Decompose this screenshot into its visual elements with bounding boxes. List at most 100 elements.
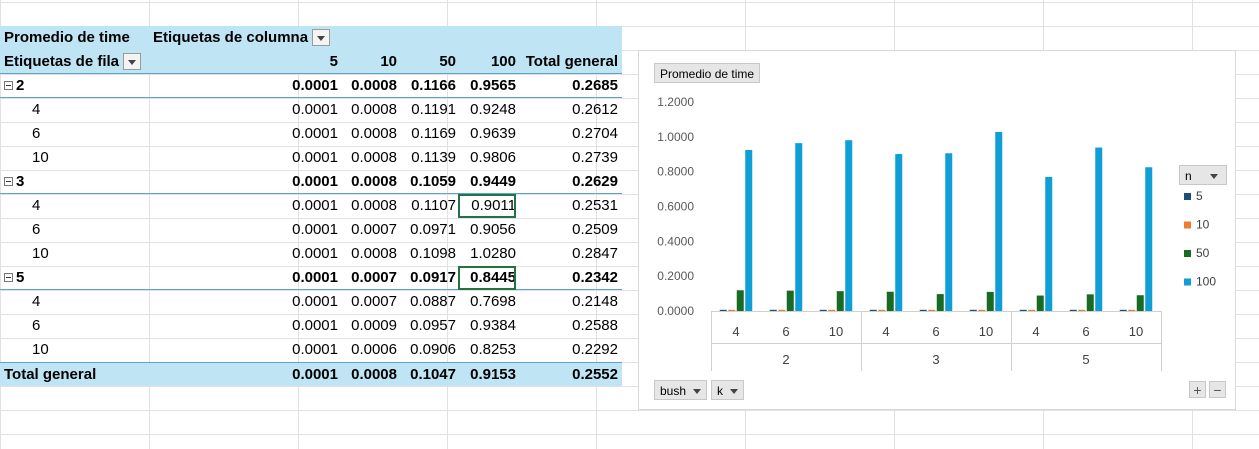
- value-cell-v10[interactable]: 0.0006: [351, 341, 397, 358]
- column-labels-field[interactable]: Etiquetas de columna: [153, 26, 331, 50]
- value-cell-v50[interactable]: 0.1059: [410, 173, 456, 190]
- value-cell-v100[interactable]: 0.9806: [470, 149, 516, 166]
- collapse-minus-icon[interactable]: [4, 80, 13, 90]
- value-cell-v5[interactable]: 0.0001: [292, 77, 338, 94]
- total-cell-5[interactable]: 0.0001: [292, 366, 338, 383]
- pivot-group-row[interactable]: 2 0.0001 0.0008 0.1166 0.9565 0.2685: [0, 74, 622, 98]
- values-field-label[interactable]: Promedio de time: [4, 29, 130, 46]
- value-cell-v50[interactable]: 0.0971: [410, 221, 456, 238]
- value-cell-total[interactable]: 0.2685: [572, 77, 618, 94]
- value-cell-v50[interactable]: 0.0957: [410, 317, 456, 334]
- value-cell-total[interactable]: 0.2629: [572, 173, 618, 190]
- value-cell-v50[interactable]: 0.0887: [410, 293, 456, 310]
- row-label[interactable]: 6: [32, 314, 40, 338]
- pivot-sub-row[interactable]: 10 0.0001 0.0008 0.1098 1.0280 0.2847: [0, 242, 622, 266]
- row-label[interactable]: 10: [32, 338, 49, 362]
- value-cell-v100[interactable]: 0.8253: [470, 341, 516, 358]
- row-label[interactable]: 10: [32, 242, 49, 266]
- axis-field-button-k[interactable]: k: [711, 380, 744, 400]
- value-cell-v100[interactable]: 1.0280: [470, 245, 516, 262]
- value-cell-v10[interactable]: 0.0009: [351, 317, 397, 334]
- value-cell-v5[interactable]: 0.0001: [292, 245, 338, 262]
- value-cell-v100[interactable]: 0.9056: [470, 221, 516, 238]
- value-cell-v5[interactable]: 0.0001: [292, 173, 338, 190]
- value-cell-v10[interactable]: 0.0008: [351, 125, 397, 142]
- total-cell-50[interactable]: 0.1047: [410, 366, 456, 383]
- value-cell-v10[interactable]: 0.0007: [351, 293, 397, 310]
- row-label[interactable]: 5: [4, 266, 24, 290]
- value-cell-total[interactable]: 0.2509: [572, 221, 618, 238]
- column-header-total[interactable]: Total general: [525, 53, 618, 70]
- pivot-sub-row[interactable]: 6 0.0001 0.0007 0.0971 0.9056 0.2509: [0, 218, 622, 242]
- value-cell-v100[interactable]: 0.9384: [470, 317, 516, 334]
- value-cell-v5[interactable]: 0.0001: [292, 269, 338, 286]
- pivot-group-row[interactable]: 3 0.0001 0.0008 0.1059 0.9449 0.2629: [0, 170, 622, 194]
- row-label[interactable]: 4: [32, 290, 40, 314]
- pivot-total-row[interactable]: Total general 0.0001 0.0008 0.1047 0.915…: [0, 362, 622, 386]
- value-cell-total[interactable]: 0.2612: [572, 101, 618, 118]
- pivot-sub-row[interactable]: 4 0.0001 0.0008 0.1191 0.9248 0.2612: [0, 98, 622, 122]
- row-label[interactable]: 6: [32, 218, 40, 242]
- collapse-minus-icon[interactable]: [4, 272, 13, 282]
- value-cell-v10[interactable]: 0.0008: [351, 77, 397, 94]
- value-cell-v10[interactable]: 0.0008: [351, 149, 397, 166]
- pivot-group-row[interactable]: 5 0.0001 0.0007 0.0917 0.8445 0.2342: [0, 266, 622, 290]
- value-cell-v5[interactable]: 0.0001: [292, 341, 338, 358]
- pivot-sub-row[interactable]: 10 0.0001 0.0006 0.0906 0.8253 0.2292: [0, 338, 622, 362]
- row-label[interactable]: 6: [32, 122, 40, 146]
- row-labels-field[interactable]: Etiquetas de fila: [4, 50, 142, 74]
- column-header-50[interactable]: 50: [439, 53, 456, 70]
- value-cell-total[interactable]: 0.2704: [572, 125, 618, 142]
- pivot-sub-row[interactable]: 4 0.0001 0.0008 0.1107 0.9011 0.2531: [0, 194, 622, 218]
- row-label[interactable]: 3: [4, 170, 24, 194]
- total-cell-100[interactable]: 0.9153: [470, 366, 516, 383]
- pivot-sub-row[interactable]: 6 0.0001 0.0009 0.0957 0.9384 0.2588: [0, 314, 622, 338]
- value-cell-v10[interactable]: 0.0008: [351, 245, 397, 262]
- total-cell-grand[interactable]: 0.2552: [572, 366, 618, 383]
- value-cell-v100[interactable]: 0.8445: [458, 266, 516, 290]
- row-label[interactable]: 2: [4, 74, 24, 98]
- value-cell-v100[interactable]: 0.9449: [470, 173, 516, 190]
- column-header-5[interactable]: 5: [329, 53, 338, 70]
- value-cell-total[interactable]: 0.2588: [572, 317, 618, 334]
- pivot-sub-row[interactable]: 10 0.0001 0.0008 0.1139 0.9806 0.2739: [0, 146, 622, 170]
- value-cell-total[interactable]: 0.2148: [572, 293, 618, 310]
- row-filter-dropdown-icon[interactable]: [123, 52, 142, 70]
- total-row-label[interactable]: Total general: [4, 366, 97, 383]
- value-cell-v50[interactable]: 0.0917: [410, 269, 456, 286]
- value-cell-total[interactable]: 0.2292: [572, 341, 618, 358]
- value-field-button[interactable]: Promedio de time: [654, 63, 761, 83]
- value-cell-v10[interactable]: 0.0007: [351, 221, 397, 238]
- value-cell-total[interactable]: 0.2847: [572, 245, 618, 262]
- pivot-sub-row[interactable]: 6 0.0001 0.0008 0.1169 0.9639 0.2704: [0, 122, 622, 146]
- value-cell-v5[interactable]: 0.0001: [292, 221, 338, 238]
- value-cell-v50[interactable]: 0.1098: [410, 245, 456, 262]
- row-label[interactable]: 10: [32, 146, 49, 170]
- value-cell-v5[interactable]: 0.0001: [292, 125, 338, 142]
- pivot-chart[interactable]: Promedio de time 1.2000 1.0000 0.8000 0.600…: [638, 50, 1236, 410]
- value-cell-v5[interactable]: 0.0001: [292, 197, 338, 214]
- value-cell-v5[interactable]: 0.0001: [292, 149, 338, 166]
- pivot-sub-row[interactable]: 4 0.0001 0.0007 0.0887 0.7698 0.2148: [0, 290, 622, 314]
- collapse-field-button[interactable]: −: [1209, 381, 1226, 398]
- value-cell-v100[interactable]: 0.9011: [458, 194, 516, 218]
- column-header-10[interactable]: 10: [380, 53, 397, 70]
- value-cell-v5[interactable]: 0.0001: [292, 101, 338, 118]
- value-cell-v10[interactable]: 0.0008: [351, 101, 397, 118]
- row-label[interactable]: 4: [32, 194, 40, 218]
- row-label[interactable]: 4: [32, 98, 40, 122]
- legend-field-button[interactable]: n: [1179, 165, 1227, 185]
- value-cell-v10[interactable]: 0.0008: [351, 173, 397, 190]
- value-cell-v10[interactable]: 0.0007: [351, 269, 397, 286]
- value-cell-v100[interactable]: 0.9565: [470, 77, 516, 94]
- value-cell-v50[interactable]: 0.0906: [410, 341, 456, 358]
- value-cell-total[interactable]: 0.2342: [572, 269, 618, 286]
- value-cell-v50[interactable]: 0.1139: [411, 149, 456, 166]
- value-cell-v50[interactable]: 0.1191: [411, 101, 456, 118]
- column-filter-dropdown-icon[interactable]: [312, 28, 331, 46]
- value-cell-v5[interactable]: 0.0001: [292, 317, 338, 334]
- value-cell-total[interactable]: 0.2739: [572, 149, 618, 166]
- axis-field-button-bush[interactable]: bush: [654, 380, 708, 400]
- collapse-minus-icon[interactable]: [4, 176, 13, 186]
- value-cell-v5[interactable]: 0.0001: [292, 293, 338, 310]
